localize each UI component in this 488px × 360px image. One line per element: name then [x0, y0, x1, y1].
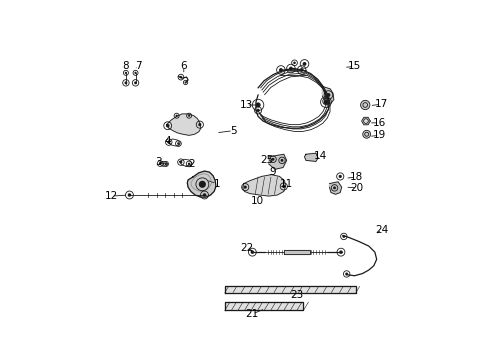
- Text: 24: 24: [375, 225, 388, 235]
- Circle shape: [360, 100, 369, 110]
- Circle shape: [332, 186, 335, 189]
- Polygon shape: [322, 86, 333, 103]
- Polygon shape: [224, 302, 303, 310]
- Text: 19: 19: [372, 130, 386, 140]
- Polygon shape: [187, 171, 216, 197]
- Text: 15: 15: [347, 62, 361, 71]
- Circle shape: [124, 72, 127, 74]
- Text: 8: 8: [122, 61, 129, 71]
- Circle shape: [282, 185, 285, 188]
- Polygon shape: [166, 114, 201, 135]
- Polygon shape: [304, 153, 317, 161]
- Text: 18: 18: [348, 172, 362, 182]
- Circle shape: [326, 93, 330, 97]
- Circle shape: [134, 81, 137, 84]
- Circle shape: [187, 163, 190, 165]
- Text: 5: 5: [229, 126, 236, 136]
- Text: 2: 2: [188, 159, 195, 169]
- Text: 23: 23: [290, 290, 304, 300]
- Text: 21: 21: [245, 309, 259, 319]
- Circle shape: [342, 235, 345, 238]
- Polygon shape: [283, 250, 309, 254]
- Circle shape: [339, 251, 342, 254]
- Polygon shape: [361, 117, 369, 125]
- Text: 13: 13: [239, 100, 252, 110]
- Text: 12: 12: [105, 191, 118, 201]
- Text: 17: 17: [374, 99, 387, 109]
- Circle shape: [288, 67, 292, 71]
- Text: 22: 22: [240, 243, 253, 253]
- Circle shape: [167, 141, 170, 144]
- Circle shape: [134, 72, 136, 74]
- Text: 9: 9: [268, 167, 275, 177]
- Circle shape: [299, 68, 303, 72]
- Circle shape: [302, 62, 306, 66]
- Circle shape: [179, 76, 182, 78]
- Circle shape: [338, 175, 341, 178]
- Circle shape: [177, 142, 179, 145]
- Circle shape: [362, 130, 370, 138]
- Circle shape: [179, 161, 182, 163]
- Text: 10: 10: [250, 196, 263, 206]
- Circle shape: [293, 62, 295, 64]
- Text: 4: 4: [164, 136, 171, 147]
- Circle shape: [203, 193, 206, 197]
- Circle shape: [250, 251, 254, 254]
- Circle shape: [164, 163, 167, 165]
- Polygon shape: [242, 175, 285, 196]
- Circle shape: [127, 193, 131, 197]
- Circle shape: [124, 81, 127, 84]
- Circle shape: [324, 100, 327, 103]
- Polygon shape: [329, 182, 341, 194]
- Circle shape: [198, 181, 205, 188]
- Text: 7: 7: [135, 61, 141, 71]
- Circle shape: [323, 100, 327, 104]
- Text: 1: 1: [213, 179, 220, 189]
- Text: 11: 11: [280, 179, 293, 189]
- Circle shape: [175, 114, 178, 117]
- Polygon shape: [224, 287, 355, 293]
- Text: 20: 20: [350, 183, 363, 193]
- Circle shape: [165, 124, 169, 127]
- Text: 14: 14: [313, 151, 326, 161]
- Circle shape: [279, 68, 282, 72]
- Circle shape: [271, 158, 274, 161]
- Text: 16: 16: [372, 118, 386, 128]
- Circle shape: [255, 102, 260, 108]
- Circle shape: [198, 123, 201, 126]
- Text: 6: 6: [180, 62, 187, 71]
- Circle shape: [184, 81, 186, 84]
- Circle shape: [187, 114, 190, 117]
- Text: 25: 25: [260, 156, 273, 165]
- Circle shape: [280, 159, 283, 162]
- Circle shape: [256, 109, 259, 112]
- Circle shape: [243, 185, 246, 189]
- Circle shape: [345, 273, 347, 275]
- Polygon shape: [268, 154, 286, 169]
- Text: 3: 3: [154, 157, 161, 167]
- Circle shape: [159, 162, 161, 165]
